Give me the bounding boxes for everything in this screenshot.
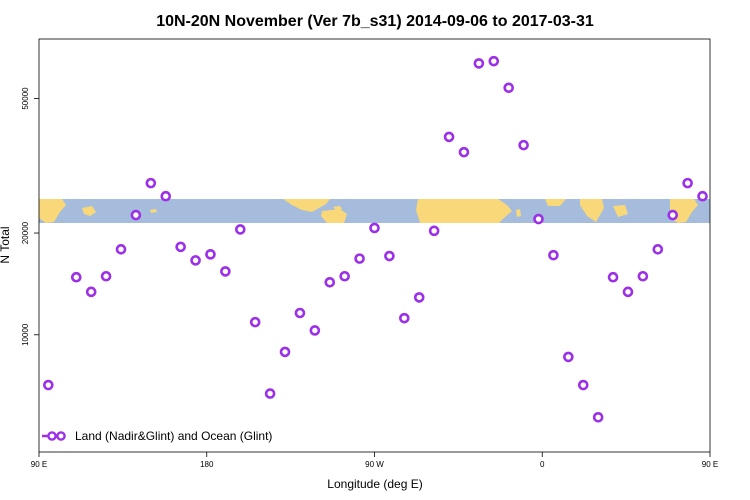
- x-tick-label: 90 E: [702, 460, 718, 469]
- data-point: [488, 55, 500, 67]
- map-land-india: [580, 199, 604, 222]
- map-land-south-america: [321, 209, 347, 223]
- data-point: [533, 213, 544, 225]
- data-point: [145, 177, 157, 189]
- data-point: [622, 286, 634, 298]
- data-point: [592, 411, 604, 423]
- map-ocean: [39, 199, 710, 223]
- x-axis: 90 E 180 90 W 0 90 E: [31, 452, 718, 469]
- data-point: [428, 225, 440, 237]
- plot-frame: [38, 38, 711, 453]
- y-axis: 10000 20000 50000: [21, 87, 39, 346]
- map-land-asia: [545, 199, 566, 206]
- y-axis-label: N Total: [0, 226, 12, 263]
- legend: Land (Nadir&Glint) and Ocean (Glint): [42, 429, 272, 443]
- y-tick-label: 10000: [21, 323, 30, 346]
- data-point: [309, 325, 321, 336]
- chart-title: 10N-20N November (Ver 7b_s31) 2014-09-06…: [156, 13, 594, 30]
- data-point: [279, 346, 291, 358]
- map-land-africa: [416, 199, 512, 223]
- data-point: [652, 244, 664, 255]
- x-tick-label: 90 E: [31, 460, 47, 469]
- data-point: [294, 307, 306, 319]
- data-point: [205, 249, 216, 260]
- map-land-caribbean: [333, 206, 342, 210]
- data-point: [190, 255, 201, 266]
- data-point: [235, 224, 246, 235]
- data-point: [503, 82, 515, 94]
- data-point: [637, 270, 649, 282]
- data-point: [220, 266, 231, 277]
- data-point: [369, 222, 380, 234]
- world-map-strip: [39, 199, 710, 223]
- map-land-madagascar: [516, 209, 521, 217]
- data-point: [249, 316, 261, 328]
- legend-label: Land (Nadir&Glint) and Ocean (Glint): [75, 429, 272, 443]
- data-point: [682, 177, 693, 189]
- data-point: [548, 249, 559, 261]
- data-point: [399, 312, 410, 324]
- data-point: [70, 271, 82, 283]
- x-tick-label: 90 W: [365, 460, 384, 469]
- map-land-australia: [39, 199, 66, 223]
- map-land-png: [82, 206, 96, 216]
- data-point: [607, 271, 619, 283]
- legend-marker: [47, 431, 57, 441]
- x-tick-label: 0: [540, 460, 545, 469]
- data-point: [473, 58, 485, 69]
- x-axis-label: Longitude (deg E): [327, 477, 422, 491]
- data-point: [130, 209, 142, 221]
- y-tick-label: 20000: [21, 221, 30, 244]
- data-point: [324, 276, 336, 288]
- data-point: [384, 250, 395, 262]
- map-land-north-america: [283, 199, 330, 212]
- data-point: [413, 292, 425, 303]
- data-point: [339, 270, 350, 282]
- map-land-southeast-asia: [613, 205, 628, 217]
- data-points: [43, 55, 708, 423]
- x-tick-label: 180: [200, 460, 214, 469]
- data-point: [85, 286, 97, 298]
- data-point: [43, 379, 54, 391]
- data-point: [264, 388, 276, 399]
- data-point: [354, 253, 365, 264]
- data-point: [667, 209, 679, 221]
- data-point: [697, 190, 708, 202]
- data-point: [458, 146, 470, 158]
- data-point: [563, 351, 574, 363]
- data-point: [577, 379, 589, 391]
- data-point: [115, 244, 127, 255]
- data-point: [175, 241, 186, 253]
- data-point: [443, 131, 455, 143]
- data-point: [100, 270, 112, 282]
- data-point: [518, 139, 529, 151]
- data-point: [160, 190, 172, 202]
- y-tick-label: 50000: [21, 87, 30, 110]
- map-land-islands: [150, 209, 157, 213]
- legend-marker: [56, 431, 66, 441]
